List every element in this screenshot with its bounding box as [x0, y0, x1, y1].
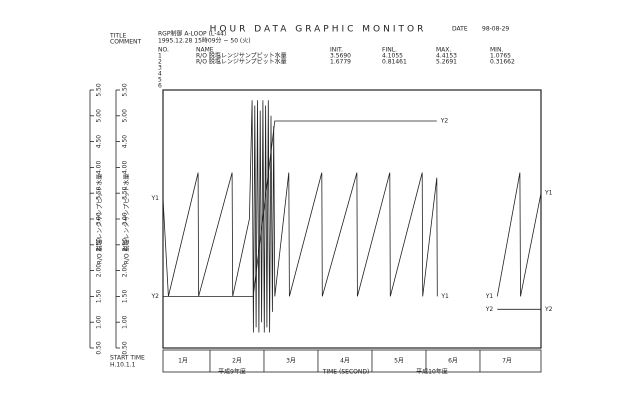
table-cell: 1	[158, 53, 162, 60]
x-tick-label: 7月	[502, 358, 512, 365]
series-label: Y1	[544, 190, 553, 197]
y-tick-label: 1.00	[122, 315, 129, 329]
x-tick-label: 6月	[448, 358, 458, 365]
table-cell: 2	[158, 59, 162, 66]
x-tick-label: 4月	[340, 358, 350, 365]
table-cell: 3.5690	[330, 53, 351, 60]
table-cell: 0.81461	[382, 59, 407, 66]
table-cell: 5.2691	[436, 59, 457, 66]
table-cell: 4.1055	[382, 53, 403, 60]
table-cell: 1.6779	[330, 59, 351, 66]
start-value: H.10.1.1	[110, 362, 136, 369]
table-header: MAX.	[436, 47, 451, 54]
table-cell: R/O 脱塩レンジサンプピット水量	[196, 52, 287, 60]
y-tick-label: 2.00	[96, 264, 103, 278]
plot-frame	[162, 89, 542, 349]
period-left: 平成9年度	[218, 368, 246, 376]
y-tick-label: 2.00	[122, 264, 129, 278]
y-tick-label: 2.50	[122, 238, 129, 252]
month-strip	[162, 349, 542, 373]
comment-label: COMMENT	[110, 39, 142, 46]
y-tick-label: 5.00	[122, 109, 129, 123]
title-text: RGP制御 A-LOOP (L-44)	[158, 30, 226, 38]
series-label: Y2	[440, 117, 449, 124]
y-tick-label: 3.00	[122, 212, 129, 226]
y-tick-label: 3.00	[96, 212, 103, 226]
chart-title: HOUR DATA GRAPHIC MONITOR	[210, 25, 427, 35]
table-cell: 0.31662	[490, 59, 515, 66]
period-right: 平成10年度	[416, 368, 448, 376]
table-cell: 4	[158, 71, 162, 78]
series-label: Y1	[440, 293, 449, 300]
table-cell: 4.4153	[436, 53, 457, 60]
table-cell: 1.0765	[490, 53, 511, 60]
series-label: Y1	[151, 195, 160, 202]
series-label: Y2	[544, 306, 553, 313]
y-tick-label: 4.50	[122, 135, 129, 149]
series-line	[162, 100, 542, 333]
y-tick-label: 4.50	[96, 135, 103, 149]
series-line	[163, 120, 541, 310]
y-tick-label: 3.50	[96, 186, 103, 200]
table-cell: 5	[158, 77, 162, 84]
x-tick-label: 3月	[286, 358, 296, 365]
x-tick-label: 1月	[178, 358, 188, 365]
comment-text: 1995.12.28 15時09分 ~ 50 (火)	[158, 37, 251, 45]
series-label: Y2	[485, 306, 494, 313]
series-label: Y1	[485, 293, 494, 300]
table-header: FINL.	[382, 47, 397, 54]
table-header: NO.	[158, 47, 169, 54]
x-tick-label: 2月	[232, 358, 242, 365]
start-label: START TIME	[110, 355, 145, 362]
table-header: INIT.	[330, 47, 343, 54]
y-tick-label: 1.50	[122, 290, 129, 304]
y-tick-label: 2.50	[96, 238, 103, 252]
title-label: TITLE	[109, 33, 126, 40]
y-axis-label: R/O 脱塩レンジサンプピット水量	[96, 174, 104, 265]
table-header: MIN.	[490, 47, 503, 54]
y-tick-label: 5.50	[122, 83, 129, 97]
y-tick-label: 1.00	[96, 315, 103, 329]
y-tick-label: 4.00	[122, 161, 129, 175]
y-tick-label: 4.00	[96, 161, 103, 175]
date-label: DATE	[452, 26, 468, 33]
table-cell: 3	[158, 65, 162, 72]
y-tick-label: 3.50	[122, 186, 129, 200]
table-cell: R/O 脱塩レンジサンプピット水量	[196, 58, 287, 66]
date: 98-08-29	[482, 26, 509, 33]
y-tick-label: 5.50	[96, 83, 103, 97]
y-tick-label: 5.00	[96, 109, 103, 123]
series-label: Y2	[151, 293, 160, 300]
y-tick-label: 1.50	[96, 290, 103, 304]
y-tick-label: 0.50	[96, 341, 103, 355]
table-cell: 6	[158, 83, 162, 90]
table-header: NAME	[196, 47, 214, 54]
y-tick-label: 0.50	[122, 341, 129, 355]
y2-axis-label: R/O 脱塩レンジサンプピット水量	[123, 174, 131, 265]
x-tick-label: 5月	[394, 358, 404, 365]
